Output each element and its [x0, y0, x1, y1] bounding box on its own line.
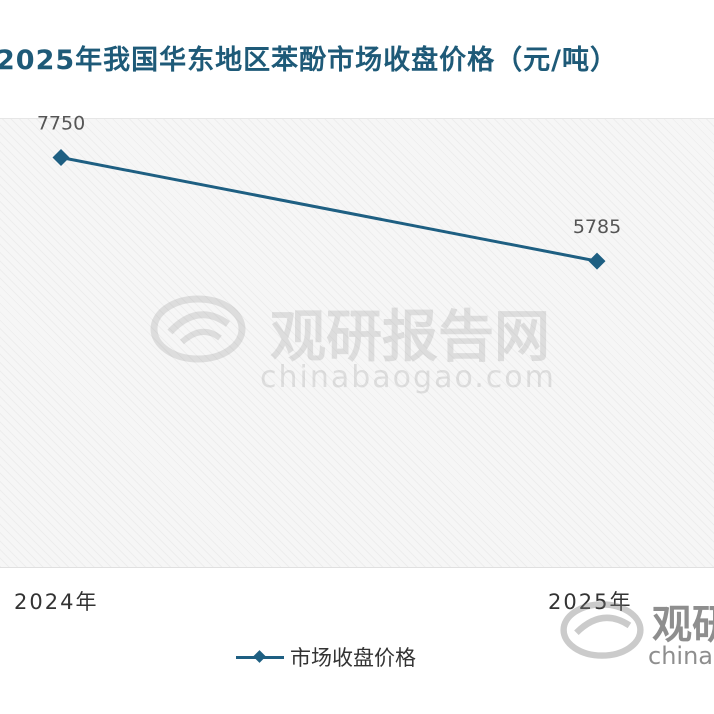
data-label: 7750	[37, 113, 85, 135]
legend-line-marker-icon	[236, 647, 284, 667]
corner-watermark-logo-icon	[560, 601, 644, 659]
plot-area	[0, 118, 714, 568]
corner-watermark: 观研 china	[556, 592, 714, 674]
chart-title: 2025年我国华东地区苯酚市场收盘价格（元/吨）	[0, 45, 619, 76]
corner-watermark-domain: china	[648, 642, 713, 670]
data-point-marker	[588, 252, 606, 270]
watermark-domain: chinabaogao.com	[260, 360, 556, 395]
watermark-name: 观研报告网	[270, 305, 550, 370]
series-line	[60, 156, 598, 263]
corner-watermark-name: 观研	[652, 602, 714, 648]
data-point-marker	[52, 149, 70, 167]
data-label: 5785	[573, 216, 621, 238]
x-tick-label: 2024年	[14, 590, 99, 614]
legend-label: 市场收盘价格	[290, 646, 416, 670]
legend: 市场收盘价格	[236, 640, 416, 674]
watermark: 观研报告网 chinabaogao.com	[140, 292, 580, 402]
watermark-logo-icon	[150, 295, 246, 363]
x-tick-label: 2025年	[548, 590, 633, 614]
